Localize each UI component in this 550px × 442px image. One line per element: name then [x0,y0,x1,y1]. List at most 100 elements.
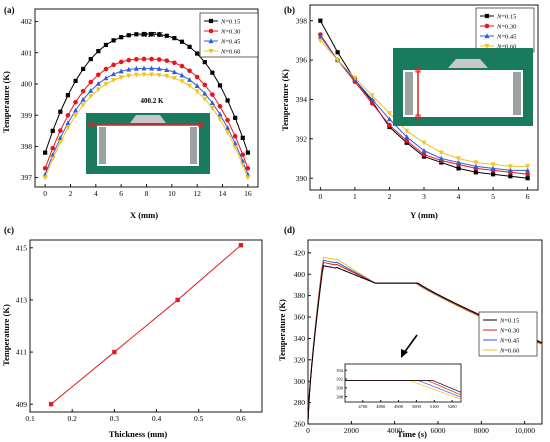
panel-c-series-line [50,244,242,405]
panel-label-c: (c) [4,225,14,235]
panel-b-data-point [438,155,444,161]
panel-a-data-point [96,49,101,54]
ylabel-b: Temperature (K) [280,69,290,131]
panel-b-data-point [386,111,392,116]
panel-d-legend-label: N=0.15 [499,317,519,324]
panel-d-ytick-label: 380 [294,291,306,300]
panel-b-data-point [369,101,375,106]
panel-b-inset-cavity [403,70,523,117]
panel-a-inset-cavity [97,125,199,166]
xlabel-c: Thickness (mm) [109,429,167,439]
panel-d-xtick-label: 2000 [344,426,359,435]
panel-b-xtick-label: 4 [457,192,461,201]
panel-a-data-point [156,66,162,71]
panel-d-callout-arrow [403,334,418,354]
panel-a-data-point [58,109,63,114]
panel-a-data-point [58,128,63,133]
panel-d-inset-ytick-label: 390 [336,385,344,390]
panel-c-xtick-label: 0.4 [152,414,162,423]
panel-b-data-point [421,140,427,146]
panel-a-data-point [187,77,193,82]
panel-b-inset-wall-left [405,72,413,115]
panel-a-data-point [111,78,117,83]
panel-a-data-point [126,73,132,79]
panel-a-data-point [141,65,147,71]
panel-a-xtick-label: 16 [244,189,252,198]
panel-b-data-point [421,152,427,157]
panel-a-data-point [217,111,223,117]
panel-b-data-point [317,38,323,44]
panel-a-data-point [240,162,246,168]
panel-a-data-point [202,82,208,88]
panel-a-data-point [225,125,231,130]
panel-a-data-point [217,104,223,109]
panel-a-data-point [73,113,79,119]
panel-a-data-point [202,90,208,96]
panel-b-data-point [335,58,341,63]
panel-a-ytick-label: 400 [21,80,33,89]
panel-c-data-point [175,297,180,303]
panel-b-data-point [438,150,444,156]
panel-a-ytick-label: 401 [21,48,33,57]
panel-a-data-point [149,65,155,71]
panel-a-data-point [81,66,86,72]
panel-a-legend-label: N=0.60 [220,48,240,55]
panel-a-data-point [179,39,185,44]
panel-a-legend-point [208,38,214,44]
panel-a-data-point [217,117,223,122]
ylabel-c: Temperature (K) [1,304,11,366]
panel-b-data-point [473,170,478,175]
panel-a-data-point [118,68,124,74]
panel-a-data-point [96,72,101,78]
panel-a-data-point [225,130,231,135]
panel-a-data-point [172,60,177,66]
panel-a-data-point [217,83,223,88]
panel-d-xtick-label: 8000 [474,426,489,435]
panel-d-legend-label: N=0.45 [499,337,519,344]
panel-b-xtick-label: 2 [388,192,392,201]
panel-b-data-point [507,167,513,173]
panel-d-legend-box [478,311,538,357]
panel-a-data-point [233,115,238,120]
panel-a-xtick-label: 2 [69,189,73,198]
panel-a-data-point [225,117,230,123]
panel-b-data-point [525,171,530,177]
panel-a-ytick-label: 397 [21,173,33,182]
panel-a-data-point [172,36,177,41]
panel-d-inset-xtick-label: 4800 [376,404,386,409]
panel-a-data-point [187,44,192,49]
panel-a-data-point [149,72,155,78]
panel-a-legend-point [208,48,214,54]
panel-a-data-point [88,94,94,100]
panel-d-ytick-label: 280 [294,398,306,407]
panel-b-legend-label: N=0.45 [496,33,516,40]
panel-d-inset-ytick-label: 392 [336,377,343,382]
panel-c-xtick-label: 0.6 [236,414,246,423]
panel-a-ytick-label: 398 [21,142,33,151]
panel-a-data-point [119,35,124,40]
panel-a-series-line [44,58,249,169]
panel-a-data-point [80,88,86,94]
panel-d-inset-ytick-label: 394 [336,368,344,373]
panel-b-data-point [317,33,323,39]
panel-a-data-point [149,31,154,37]
panel-a-data-point [111,62,116,68]
panel-b-legend-label: N=0.15 [496,13,516,20]
panel-a-data-point [95,87,101,93]
panel-c-ytick-label: 415 [16,243,28,252]
panel-a-data-point [50,156,56,162]
annotation-peak-min: 400.2 K [141,97,165,105]
panel-a-data-point [232,145,238,151]
panel-a-inset-probe-end [88,122,94,128]
panel-a-data-point [194,74,200,80]
panel-b-legend-point [484,23,490,29]
panel-b-data-point [525,176,530,181]
panel-d-inset-frame [344,363,462,403]
panel-a-data-point [157,32,162,37]
panel-a-inset-wall-right [190,127,197,164]
panel-a-data-point [240,135,245,140]
panel-a-data-point [164,58,170,63]
panel-b-ytick-label: 394 [296,95,308,104]
panel-b-data-point [421,147,427,153]
panel-a-data-point [179,79,185,85]
